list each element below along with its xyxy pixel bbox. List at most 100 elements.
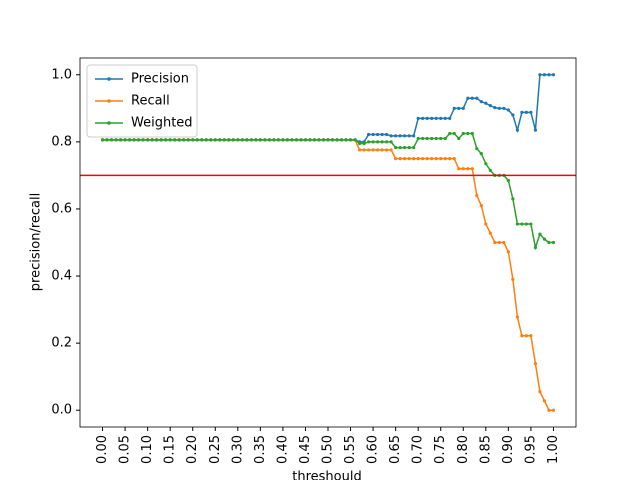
- legend-marker: [107, 121, 111, 125]
- point: [511, 277, 515, 281]
- point: [520, 334, 524, 338]
- x-tick-label: 1.00: [546, 435, 561, 464]
- point: [123, 138, 127, 142]
- point: [376, 148, 380, 152]
- x-tick-label: 0.30: [230, 435, 245, 464]
- point: [164, 138, 168, 142]
- point: [186, 138, 190, 142]
- point: [335, 138, 339, 142]
- y-tick-label: 0.0: [51, 403, 72, 418]
- point: [533, 128, 538, 132]
- point: [421, 157, 425, 161]
- x-tick-label: 0.45: [298, 435, 313, 464]
- point: [128, 138, 132, 142]
- point: [141, 138, 145, 142]
- point: [398, 157, 402, 161]
- x-tick-label: 0.85: [478, 435, 493, 464]
- x-tick-label: 0.90: [501, 435, 516, 464]
- point: [439, 157, 443, 161]
- point: [547, 73, 551, 77]
- point: [218, 138, 222, 142]
- x-tick-label: 0.55: [343, 435, 358, 464]
- point: [524, 110, 529, 114]
- point: [470, 167, 474, 171]
- point: [385, 148, 389, 152]
- y-tick-label: 0.8: [51, 134, 72, 149]
- point: [479, 100, 483, 104]
- legend-label: Precision: [131, 72, 189, 87]
- point: [376, 132, 380, 137]
- point: [452, 106, 456, 110]
- point: [520, 110, 524, 114]
- point: [407, 134, 411, 138]
- point: [448, 116, 452, 120]
- point: [299, 138, 303, 142]
- y-tick-label: 0.6: [51, 201, 72, 216]
- point: [308, 138, 312, 142]
- point: [502, 106, 506, 110]
- point: [416, 116, 420, 120]
- x-tick-label: 0.75: [433, 435, 448, 464]
- point: [118, 138, 123, 142]
- point: [403, 134, 407, 138]
- point: [515, 222, 519, 226]
- y-tick-label: 0.4: [51, 269, 72, 284]
- point: [461, 167, 465, 171]
- point: [204, 138, 208, 142]
- point: [475, 96, 479, 100]
- point: [213, 138, 217, 142]
- point: [434, 116, 438, 120]
- point: [538, 232, 542, 236]
- legend: Precision Recall Weighted: [86, 64, 198, 138]
- point: [231, 138, 235, 142]
- point: [421, 136, 425, 141]
- point: [294, 138, 299, 142]
- point: [263, 138, 267, 142]
- point: [443, 136, 447, 141]
- point: [457, 167, 461, 171]
- point: [466, 96, 470, 100]
- point: [430, 157, 434, 161]
- point: [475, 193, 479, 198]
- y-axis-label: precision/recall: [29, 193, 44, 291]
- point: [267, 138, 271, 142]
- point: [385, 132, 389, 137]
- point: [466, 167, 470, 171]
- point: [200, 138, 204, 142]
- point: [488, 168, 492, 172]
- x-tick-label: 0.50: [321, 435, 336, 464]
- point: [407, 145, 411, 150]
- point: [191, 138, 195, 142]
- point: [173, 138, 177, 142]
- point: [100, 138, 105, 142]
- point: [150, 138, 154, 142]
- x-tick-label: 0.60: [366, 435, 381, 464]
- point: [551, 408, 556, 412]
- point: [506, 108, 510, 112]
- point: [470, 131, 474, 136]
- point: [357, 141, 362, 146]
- point: [497, 106, 501, 110]
- point: [394, 134, 398, 138]
- legend-marker: [107, 77, 111, 81]
- point: [425, 157, 429, 161]
- point: [146, 138, 150, 142]
- point: [497, 240, 501, 245]
- point: [376, 140, 380, 144]
- x-tick-label: 0.80: [456, 435, 471, 464]
- legend-box: [86, 64, 198, 138]
- point: [312, 138, 317, 142]
- point: [493, 240, 497, 245]
- point: [520, 222, 524, 226]
- point: [484, 101, 488, 105]
- x-tick-label: 0.15: [163, 435, 178, 464]
- point: [137, 138, 141, 142]
- point: [366, 140, 371, 144]
- point: [479, 152, 483, 156]
- point: [326, 138, 330, 142]
- point: [245, 138, 249, 142]
- point: [538, 73, 542, 77]
- point: [182, 138, 186, 142]
- point: [168, 138, 172, 142]
